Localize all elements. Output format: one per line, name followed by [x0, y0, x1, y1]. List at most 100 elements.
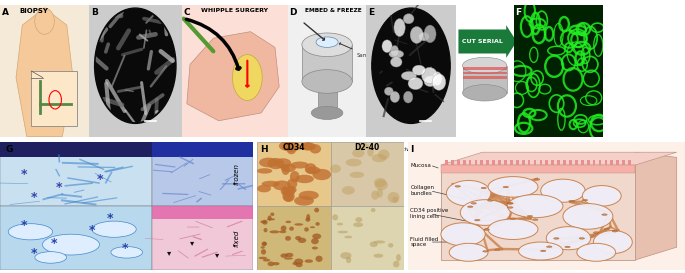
- Bar: [569, 160, 572, 165]
- Ellipse shape: [289, 227, 294, 231]
- Polygon shape: [187, 32, 279, 121]
- Ellipse shape: [261, 249, 266, 255]
- Ellipse shape: [519, 242, 563, 260]
- Ellipse shape: [306, 218, 310, 222]
- Ellipse shape: [373, 254, 384, 258]
- Bar: [628, 160, 631, 165]
- Ellipse shape: [312, 169, 331, 180]
- Polygon shape: [441, 152, 677, 165]
- Ellipse shape: [268, 215, 272, 221]
- Text: *: *: [21, 219, 27, 232]
- Ellipse shape: [563, 204, 613, 229]
- Bar: [575, 160, 577, 165]
- Bar: [558, 160, 560, 165]
- Ellipse shape: [282, 188, 290, 196]
- Ellipse shape: [285, 236, 291, 241]
- Text: frozen: frozen: [234, 163, 239, 185]
- Ellipse shape: [460, 200, 510, 225]
- Ellipse shape: [393, 261, 399, 268]
- FancyArrow shape: [458, 25, 516, 58]
- Ellipse shape: [282, 191, 295, 202]
- Ellipse shape: [433, 72, 442, 85]
- Text: CD34: CD34: [282, 143, 305, 152]
- Ellipse shape: [358, 143, 369, 149]
- Ellipse shape: [260, 246, 265, 249]
- Ellipse shape: [483, 251, 488, 252]
- Text: *: *: [30, 191, 37, 204]
- Ellipse shape: [471, 203, 477, 204]
- Ellipse shape: [390, 46, 399, 56]
- Ellipse shape: [232, 55, 262, 100]
- Ellipse shape: [305, 163, 316, 174]
- Ellipse shape: [349, 172, 364, 178]
- Ellipse shape: [279, 230, 286, 233]
- Ellipse shape: [287, 179, 297, 189]
- Ellipse shape: [467, 206, 473, 207]
- Ellipse shape: [569, 200, 574, 202]
- Bar: [545, 160, 548, 165]
- Ellipse shape: [295, 263, 303, 267]
- Ellipse shape: [378, 149, 390, 160]
- Ellipse shape: [389, 50, 403, 58]
- Ellipse shape: [290, 162, 309, 168]
- Bar: [330, 142, 404, 206]
- Bar: [0, 142, 152, 157]
- Ellipse shape: [503, 186, 508, 188]
- Ellipse shape: [310, 226, 315, 228]
- Ellipse shape: [260, 220, 266, 223]
- Ellipse shape: [455, 185, 460, 187]
- Ellipse shape: [284, 193, 293, 202]
- Ellipse shape: [370, 241, 377, 247]
- Ellipse shape: [295, 259, 303, 265]
- Ellipse shape: [449, 243, 488, 261]
- Ellipse shape: [42, 234, 99, 255]
- Text: BIOPSY: BIOPSY: [20, 8, 49, 14]
- Bar: [498, 160, 501, 165]
- Ellipse shape: [371, 208, 375, 212]
- Bar: [152, 206, 253, 270]
- Ellipse shape: [582, 199, 588, 201]
- Text: F: F: [516, 8, 522, 17]
- Text: WHIPPLE SURGERY: WHIPPLE SURGERY: [201, 8, 268, 13]
- Polygon shape: [635, 152, 677, 260]
- Ellipse shape: [424, 25, 436, 43]
- Ellipse shape: [421, 67, 438, 83]
- Bar: [257, 206, 330, 270]
- Ellipse shape: [484, 229, 490, 230]
- Ellipse shape: [374, 241, 386, 244]
- Bar: [31, 71, 77, 126]
- Ellipse shape: [345, 159, 362, 167]
- Text: *: *: [51, 237, 57, 250]
- Bar: [604, 160, 608, 165]
- Ellipse shape: [403, 14, 414, 24]
- Ellipse shape: [284, 257, 293, 260]
- Ellipse shape: [310, 144, 321, 153]
- Ellipse shape: [508, 195, 563, 218]
- Ellipse shape: [315, 222, 320, 226]
- Ellipse shape: [408, 77, 423, 90]
- Ellipse shape: [481, 187, 486, 189]
- Ellipse shape: [287, 186, 297, 193]
- Ellipse shape: [367, 147, 374, 157]
- Ellipse shape: [462, 57, 507, 74]
- Text: ▾: ▾: [190, 238, 195, 247]
- Circle shape: [95, 8, 176, 123]
- Ellipse shape: [111, 247, 142, 258]
- Ellipse shape: [593, 230, 632, 254]
- Text: EMBED & FREEZE: EMBED & FREEZE: [305, 8, 362, 13]
- Text: A: A: [2, 8, 9, 17]
- Ellipse shape: [286, 186, 295, 196]
- Ellipse shape: [390, 91, 399, 103]
- Ellipse shape: [263, 259, 270, 262]
- Ellipse shape: [299, 191, 319, 200]
- Ellipse shape: [419, 32, 429, 41]
- Ellipse shape: [286, 221, 291, 223]
- Ellipse shape: [306, 214, 310, 220]
- Ellipse shape: [374, 178, 386, 187]
- Text: I: I: [410, 144, 414, 153]
- Ellipse shape: [306, 167, 321, 174]
- Bar: [330, 206, 404, 270]
- Ellipse shape: [388, 192, 399, 203]
- Ellipse shape: [330, 165, 341, 173]
- Text: H: H: [260, 144, 267, 153]
